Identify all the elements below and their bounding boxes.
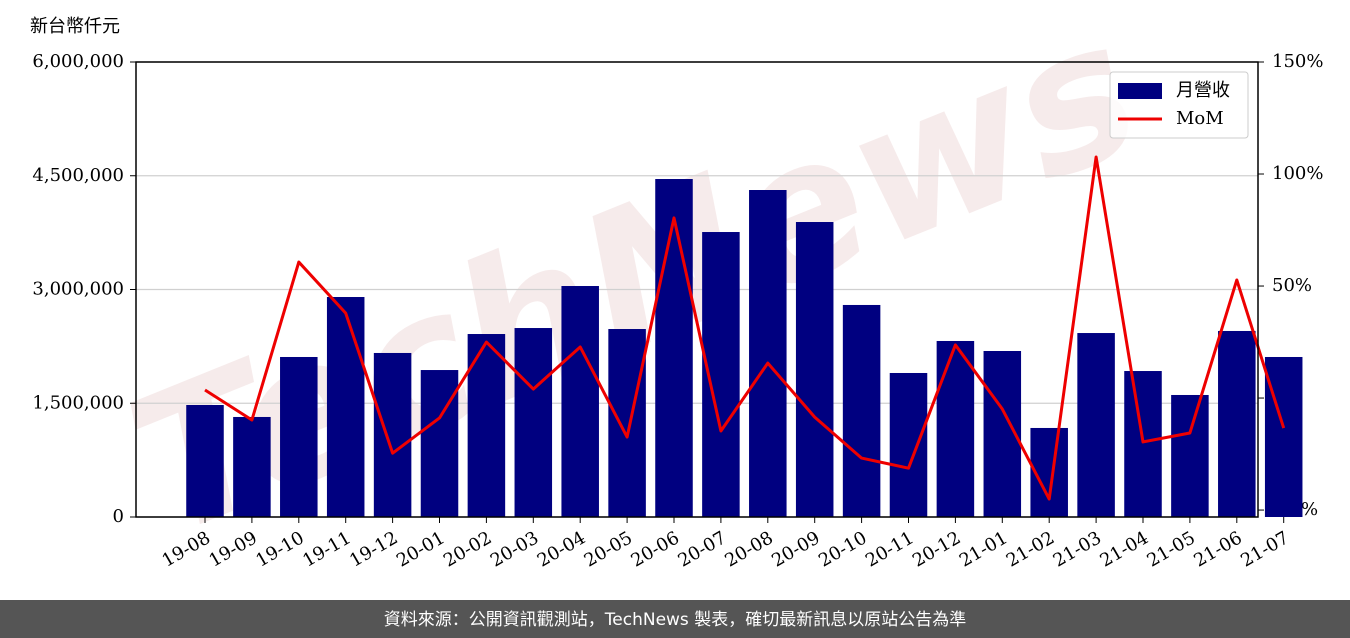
bar [280, 356, 318, 517]
x-tick-label: 20-01 [393, 527, 448, 571]
footer: 資料來源：公開資訊觀測站，TechNews 製表，確切最新訊息以原站公告為準 [384, 610, 966, 630]
x-tick-label: 21-03 [1050, 527, 1105, 571]
bar [233, 416, 271, 517]
bar [795, 222, 834, 517]
bar [608, 329, 646, 517]
bar [561, 286, 599, 517]
bar [1264, 356, 1303, 517]
x-tick-label: 21-01 [956, 527, 1011, 571]
x-tick-label: 20-06 [628, 527, 683, 571]
y-tick-label: 0 [113, 506, 124, 527]
bar [936, 340, 975, 517]
x-tick-label: 20-02 [440, 527, 495, 571]
x-tick-label: 20-08 [721, 527, 776, 571]
x-tick-label: 20-11 [862, 527, 917, 571]
x-tick-label: 20-07 [674, 527, 729, 571]
bar [1171, 394, 1209, 517]
bar [326, 297, 365, 517]
bar [1218, 330, 1256, 517]
footer-bar [0, 600, 1350, 638]
bar [186, 404, 224, 517]
bar [1124, 371, 1162, 517]
x-tick-label: 20-03 [487, 527, 542, 571]
bar [514, 328, 553, 517]
y-tick-label: 6,000,000 [32, 51, 124, 72]
x-tick-label: 20-10 [815, 527, 870, 571]
legend-label: MoM [1176, 108, 1224, 129]
y-tick-label: 1,500,000 [32, 392, 124, 413]
bar [655, 179, 693, 517]
x-tick-label: 19-11 [299, 527, 354, 571]
bar [420, 370, 459, 517]
y-tick-label: 4,500,000 [32, 165, 124, 186]
bar [749, 190, 787, 518]
y2-tick-label: 100% [1272, 163, 1323, 184]
x-tick-label: 21-07 [1237, 527, 1292, 571]
legend-label: 月營收 [1176, 80, 1230, 101]
line [204, 155, 1286, 501]
plot-frame [135, 61, 1259, 518]
x-tick-label: 21-04 [1097, 527, 1152, 571]
x-tick-label: 19-12 [346, 527, 401, 571]
x-tick-label: 20-05 [581, 527, 636, 571]
x-tick-label: 21-02 [1003, 527, 1058, 571]
y-axis-label: 新台幣仟元 [30, 16, 120, 37]
x-tick-label: 21-05 [1143, 527, 1198, 571]
bar [889, 372, 928, 517]
y2-tick-label: 150% [1272, 51, 1323, 72]
bar [373, 352, 412, 517]
x-tick-label: 20-04 [534, 527, 589, 571]
y2-tick-label: 50% [1272, 275, 1312, 296]
bar [842, 304, 881, 517]
x-tick-label: 20-09 [768, 527, 823, 571]
x-tick-label: 21-06 [1190, 527, 1245, 571]
x-tick-label: 20-12 [909, 527, 964, 571]
y-tick-label: 3,000,000 [32, 279, 124, 300]
legend-swatch [1118, 83, 1162, 99]
bar [1077, 333, 1115, 517]
